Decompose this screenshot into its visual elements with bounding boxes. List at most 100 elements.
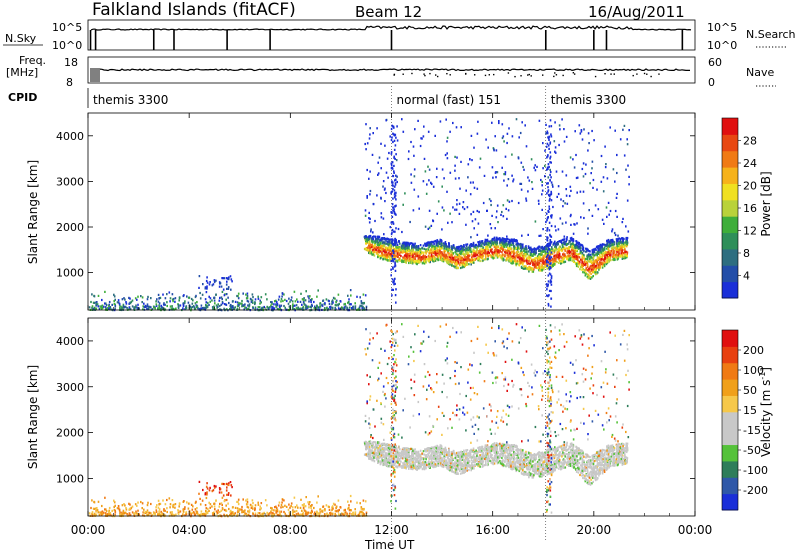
- power-cell: [391, 136, 393, 139]
- power-cell: [427, 254, 430, 257]
- power-cell: [280, 300, 282, 303]
- nave-dot: [488, 74, 490, 76]
- power-cell: [542, 258, 544, 261]
- power-cell: [171, 298, 174, 301]
- power-cell: [602, 176, 605, 179]
- power-cell: [267, 307, 270, 310]
- velocity-cell: [158, 508, 161, 511]
- power-cell: [593, 267, 595, 270]
- power-cell: [402, 241, 405, 244]
- power-cell: [373, 240, 375, 243]
- power-cell: [610, 251, 612, 254]
- power-cell: [237, 295, 239, 298]
- power-cell: [600, 245, 602, 248]
- power-cell: [577, 253, 580, 256]
- power-cell: [307, 295, 309, 298]
- power-cell: [541, 253, 543, 256]
- power-cell: [396, 125, 398, 128]
- power-cell: [538, 249, 541, 252]
- power-cell: [324, 302, 326, 305]
- power-cell: [554, 246, 557, 249]
- power-cell: [459, 263, 461, 266]
- power-cell: [510, 251, 513, 254]
- power-cell: [504, 255, 506, 258]
- power-cell: [245, 293, 247, 296]
- power-cell: [495, 249, 497, 252]
- power-cell: [413, 154, 415, 157]
- power-cell: [548, 289, 551, 292]
- power-cell: [578, 260, 580, 263]
- power-cell: [369, 193, 371, 196]
- power-cell: [599, 266, 602, 269]
- power-cell: [548, 266, 550, 269]
- power-cell: [506, 245, 508, 248]
- power-cell: [331, 299, 334, 302]
- power-cell: [546, 166, 549, 169]
- power-cell: [516, 248, 519, 251]
- power-cell: [437, 244, 439, 247]
- power-cell: [314, 305, 316, 308]
- power-cell: [550, 256, 553, 259]
- power-cell: [394, 263, 396, 266]
- power-cell: [250, 300, 253, 304]
- power-cell: [530, 250, 532, 253]
- power-cell: [624, 251, 627, 254]
- power-cell: [543, 254, 545, 257]
- power-cell: [533, 248, 536, 252]
- velocity-cell: [97, 500, 100, 503]
- power-cell: [584, 274, 587, 277]
- power-cell: [478, 210, 480, 214]
- power-cell: [395, 136, 397, 139]
- power-cell: [457, 247, 460, 250]
- power-cell: [589, 266, 591, 269]
- power-cell: [548, 255, 551, 258]
- power-cell: [560, 239, 563, 242]
- power-cell: [603, 263, 606, 266]
- power-cell: [558, 254, 560, 257]
- power-cell: [554, 150, 556, 153]
- power-cell: [579, 243, 582, 246]
- power-cell: [596, 256, 599, 259]
- velocity-cell: [166, 507, 168, 510]
- velocity-cell: [104, 496, 106, 499]
- power-cell: [599, 250, 601, 253]
- power-cell: [538, 247, 540, 250]
- power-cell: [226, 287, 228, 290]
- colorbar-tick-label: 8: [743, 247, 750, 260]
- power-cell: [603, 265, 606, 268]
- power-cell: [492, 243, 495, 246]
- power-cell: [616, 248, 619, 251]
- power-cell: [588, 260, 591, 263]
- power-cell: [283, 304, 285, 308]
- power-cell: [425, 192, 428, 195]
- power-cell: [549, 242, 552, 245]
- power-cell: [482, 250, 485, 253]
- power-cell: [422, 257, 425, 260]
- power-cell: [492, 238, 494, 241]
- power-cell: [506, 256, 508, 260]
- power-cell: [290, 299, 292, 302]
- power-cell: [557, 256, 559, 259]
- power-cell: [486, 243, 488, 247]
- power-cell: [548, 268, 551, 271]
- power-cell: [335, 300, 337, 303]
- velocity-cell: [142, 511, 144, 514]
- power-cell: [500, 213, 502, 216]
- power-cell: [266, 298, 268, 301]
- power-cell: [442, 260, 445, 263]
- power-cell: [376, 194, 378, 197]
- power-cell: [538, 265, 540, 269]
- power-cell: [454, 177, 457, 180]
- power-cell: [470, 258, 473, 261]
- power-cell: [546, 217, 549, 220]
- power-cell: [395, 227, 397, 230]
- power-cell: [385, 256, 388, 259]
- power-cell: [478, 243, 481, 246]
- power-cell: [231, 305, 234, 308]
- velocity-cell: [144, 510, 147, 513]
- power-cell: [493, 236, 496, 240]
- power-cell: [535, 265, 538, 268]
- power-cell: [476, 187, 479, 190]
- power-cell: [451, 245, 453, 248]
- power-cell: [348, 300, 350, 304]
